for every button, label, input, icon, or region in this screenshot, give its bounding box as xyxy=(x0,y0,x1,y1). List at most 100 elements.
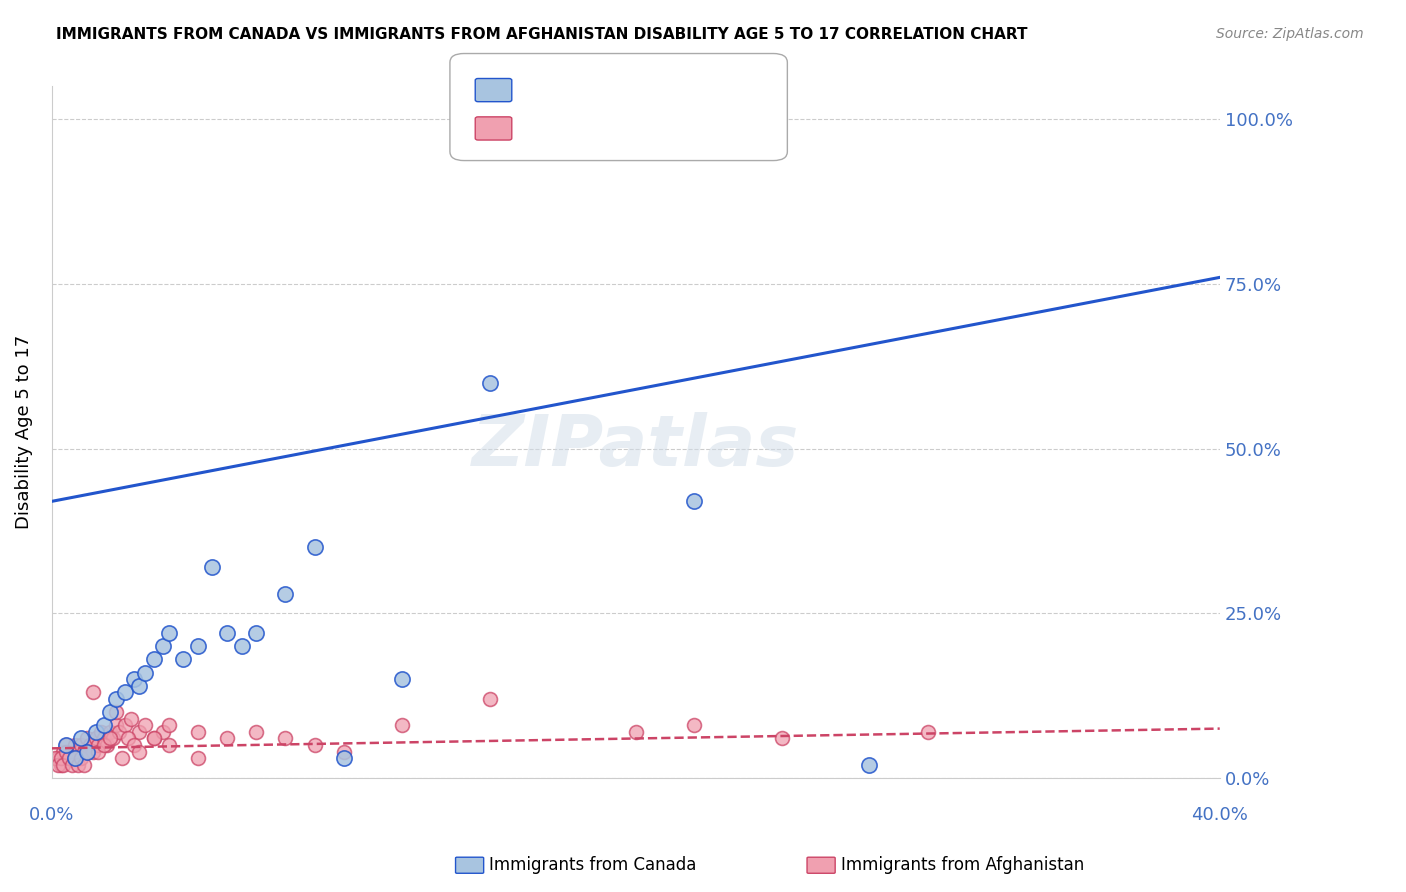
Point xyxy=(104,718,127,732)
Point xyxy=(114,685,136,699)
Point xyxy=(76,745,98,759)
Point xyxy=(478,376,501,390)
Point xyxy=(187,725,209,739)
Point xyxy=(82,685,104,699)
Point xyxy=(87,745,110,759)
Point xyxy=(66,745,89,759)
Text: R =  0.064    N = 65: R = 0.064 N = 65 xyxy=(520,114,688,132)
Point xyxy=(55,738,77,752)
Point xyxy=(46,751,69,765)
Point xyxy=(142,731,165,746)
Point xyxy=(84,731,107,746)
Point xyxy=(98,705,121,719)
Point xyxy=(128,725,150,739)
Point xyxy=(187,640,209,654)
Point xyxy=(44,751,66,765)
Point xyxy=(332,745,354,759)
Point xyxy=(114,718,136,732)
Point xyxy=(245,626,267,640)
Point xyxy=(111,751,134,765)
Point xyxy=(49,757,72,772)
Point xyxy=(304,738,326,752)
Text: IMMIGRANTS FROM CANADA VS IMMIGRANTS FROM AFGHANISTAN DISABILITY AGE 5 TO 17 COR: IMMIGRANTS FROM CANADA VS IMMIGRANTS FRO… xyxy=(56,27,1028,42)
Point xyxy=(96,738,118,752)
Point xyxy=(683,494,706,508)
Point xyxy=(478,692,501,706)
Point xyxy=(332,751,354,765)
Point xyxy=(84,725,107,739)
Point xyxy=(157,738,180,752)
Point xyxy=(120,712,142,726)
Text: Source: ZipAtlas.com: Source: ZipAtlas.com xyxy=(1216,27,1364,41)
Point xyxy=(624,725,647,739)
Point xyxy=(391,718,413,732)
Point xyxy=(117,731,139,746)
Point xyxy=(858,757,880,772)
Point xyxy=(63,738,86,752)
Point xyxy=(108,725,131,739)
Point xyxy=(770,731,793,746)
Point xyxy=(683,718,706,732)
Point xyxy=(76,745,98,759)
Point xyxy=(187,751,209,765)
Point xyxy=(215,626,238,640)
Point xyxy=(55,738,77,752)
Point xyxy=(274,731,297,746)
Point xyxy=(52,757,75,772)
Point xyxy=(917,725,939,739)
Point xyxy=(134,665,156,680)
Point xyxy=(128,745,150,759)
Point xyxy=(70,738,93,752)
Point xyxy=(104,705,127,719)
Point xyxy=(73,745,96,759)
Point xyxy=(82,745,104,759)
Point xyxy=(157,718,180,732)
Point xyxy=(98,731,121,746)
Point xyxy=(55,745,77,759)
Point xyxy=(63,751,86,765)
Point xyxy=(70,731,93,746)
Point xyxy=(172,652,194,666)
Text: 0.0%: 0.0% xyxy=(30,805,75,823)
Point xyxy=(93,738,115,752)
Point xyxy=(93,731,115,746)
Point xyxy=(152,725,174,739)
Point xyxy=(157,626,180,640)
Point xyxy=(122,738,145,752)
Point xyxy=(87,738,110,752)
Point xyxy=(128,679,150,693)
Point xyxy=(76,731,98,746)
Point xyxy=(215,731,238,746)
Point xyxy=(49,751,72,765)
Point xyxy=(73,757,96,772)
Point xyxy=(304,541,326,555)
Point xyxy=(46,757,69,772)
Point xyxy=(122,672,145,686)
Point xyxy=(245,725,267,739)
Point xyxy=(60,757,83,772)
Point xyxy=(60,745,83,759)
Point xyxy=(52,745,75,759)
Point xyxy=(79,738,101,752)
Y-axis label: Disability Age 5 to 17: Disability Age 5 to 17 xyxy=(15,335,32,529)
Point xyxy=(93,718,115,732)
Point xyxy=(104,692,127,706)
Point xyxy=(201,560,224,574)
Point xyxy=(70,751,93,765)
Text: 40.0%: 40.0% xyxy=(1191,805,1249,823)
Point xyxy=(58,751,80,765)
Point xyxy=(63,751,86,765)
Point xyxy=(90,725,112,739)
Text: Immigrants from Afghanistan: Immigrants from Afghanistan xyxy=(841,856,1084,874)
Point xyxy=(134,718,156,732)
Text: Immigrants from Canada: Immigrants from Canada xyxy=(489,856,696,874)
Point xyxy=(391,672,413,686)
Point xyxy=(152,640,174,654)
Point xyxy=(142,731,165,746)
Point xyxy=(231,640,253,654)
Point xyxy=(142,652,165,666)
Point xyxy=(66,757,89,772)
Point xyxy=(101,731,124,746)
Text: R =  0.661    N = 28: R = 0.661 N = 28 xyxy=(520,78,688,96)
Text: ZIPatlas: ZIPatlas xyxy=(472,411,800,481)
